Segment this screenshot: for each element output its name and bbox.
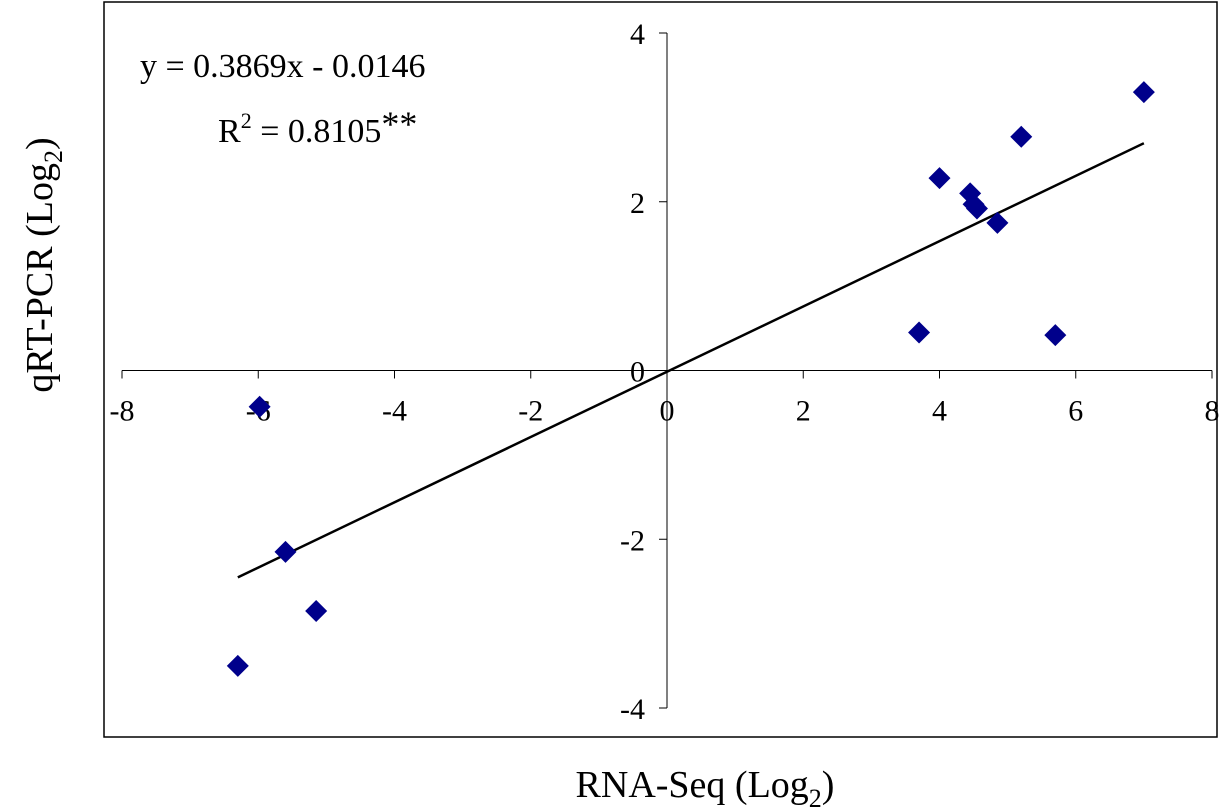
x-tick-label: 6: [1068, 395, 1083, 428]
data-point: [965, 197, 988, 220]
r-squared-label: R: [218, 113, 241, 150]
y-tick-label: 0: [630, 356, 645, 389]
x-tick-label: 2: [796, 395, 811, 428]
y-tick-label: -4: [620, 693, 645, 726]
r-squared-exponent: 2: [241, 108, 252, 133]
y-tick-label: 2: [630, 187, 645, 220]
x-axis-title: RNA-Seq (Log2): [576, 764, 835, 812]
significance-marker: **: [381, 104, 417, 144]
y-axis-title-main: qRT-PCR (Log: [19, 163, 61, 393]
data-point: [305, 599, 328, 622]
y-tick-label: -2: [620, 524, 645, 557]
x-axis-title-subscript: 2: [809, 784, 822, 812]
x-tick-label: -8: [110, 395, 135, 428]
r-squared-value: = 0.8105: [252, 113, 382, 150]
x-axis-title-main: RNA-Seq (Log: [576, 764, 809, 806]
data-point: [908, 321, 931, 344]
y-axis-title: qRT-PCR (Log2): [19, 137, 68, 392]
data-point: [986, 211, 1009, 234]
data-point: [248, 395, 271, 418]
regression-equation: y = 0.3869x - 0.0146: [140, 48, 426, 85]
data-point: [226, 654, 249, 677]
data-point: [1010, 125, 1033, 148]
data-point: [1044, 324, 1067, 347]
x-tick-label: 4: [932, 395, 947, 428]
data-point: [928, 167, 951, 190]
x-tick-label: -2: [518, 395, 543, 428]
data-point: [1132, 81, 1155, 104]
y-axis-title-subscript: 2: [39, 150, 68, 163]
plot-area-border: [103, 1, 1218, 738]
x-tick-label: -4: [382, 395, 407, 428]
y-axis-ticks: -4 -2 0 2 4: [620, 18, 667, 726]
y-axis-title-tail: ): [19, 137, 61, 150]
trendline: [237, 142, 1145, 579]
data-points: [226, 81, 1155, 677]
y-tick-label: 4: [630, 18, 645, 51]
r-squared-annotation: R2 = 0.8105**: [218, 104, 417, 150]
x-axis-title-tail: ): [822, 764, 835, 806]
x-tick-label: 8: [1205, 395, 1220, 428]
data-point: [274, 540, 297, 563]
x-tick-label: 0: [660, 395, 675, 428]
